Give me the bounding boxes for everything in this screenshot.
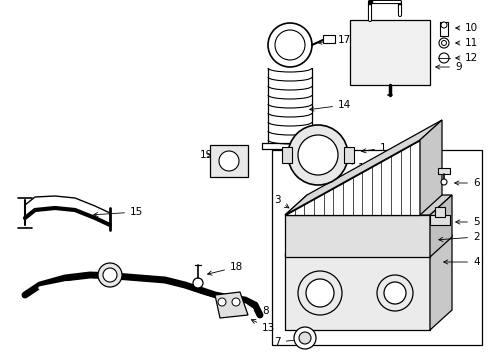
Text: 9: 9 <box>435 62 461 72</box>
Circle shape <box>438 38 448 48</box>
Polygon shape <box>285 120 441 215</box>
Circle shape <box>293 327 315 349</box>
Circle shape <box>440 179 446 185</box>
Bar <box>434 207 444 217</box>
Text: 1: 1 <box>361 143 386 153</box>
Bar <box>282 147 291 163</box>
Polygon shape <box>215 292 247 318</box>
Text: 19: 19 <box>200 150 213 160</box>
Circle shape <box>305 279 333 307</box>
Polygon shape <box>419 120 441 215</box>
Text: 16: 16 <box>336 158 370 173</box>
Bar <box>209 145 247 177</box>
Text: 10: 10 <box>455 23 477 33</box>
Circle shape <box>440 22 446 28</box>
Text: 2: 2 <box>438 232 479 242</box>
Circle shape <box>218 298 225 306</box>
Text: 14: 14 <box>309 100 350 111</box>
Text: 13: 13 <box>251 320 275 333</box>
Circle shape <box>287 125 347 185</box>
Text: 18: 18 <box>207 262 243 275</box>
Circle shape <box>441 41 446 45</box>
Circle shape <box>438 53 448 63</box>
Text: 3: 3 <box>273 195 288 208</box>
Bar <box>285 255 429 330</box>
Bar <box>343 147 353 163</box>
Bar <box>437 168 449 174</box>
Bar <box>285 215 429 257</box>
Circle shape <box>219 151 239 171</box>
Circle shape <box>298 332 310 344</box>
Circle shape <box>383 282 405 304</box>
Circle shape <box>98 263 122 287</box>
Text: 4: 4 <box>443 257 479 267</box>
Text: 7: 7 <box>273 337 312 347</box>
Text: 17: 17 <box>317 35 350 45</box>
Circle shape <box>231 298 240 306</box>
Circle shape <box>297 271 341 315</box>
Text: 8: 8 <box>245 305 268 316</box>
Text: 6: 6 <box>454 178 479 188</box>
Polygon shape <box>285 195 451 215</box>
Text: 5: 5 <box>455 217 479 227</box>
Text: 12: 12 <box>455 53 477 63</box>
Circle shape <box>376 275 412 311</box>
Text: 11: 11 <box>455 38 477 48</box>
Bar <box>271 150 481 345</box>
Polygon shape <box>429 235 451 330</box>
Bar <box>439 22 447 36</box>
Polygon shape <box>285 140 419 215</box>
Bar <box>349 20 429 85</box>
Circle shape <box>193 278 203 288</box>
Text: 15: 15 <box>94 207 143 217</box>
Circle shape <box>103 268 117 282</box>
Circle shape <box>274 30 305 60</box>
Polygon shape <box>285 235 451 255</box>
Bar <box>429 215 449 225</box>
Circle shape <box>297 135 337 175</box>
Polygon shape <box>429 195 451 257</box>
Bar <box>323 35 334 43</box>
